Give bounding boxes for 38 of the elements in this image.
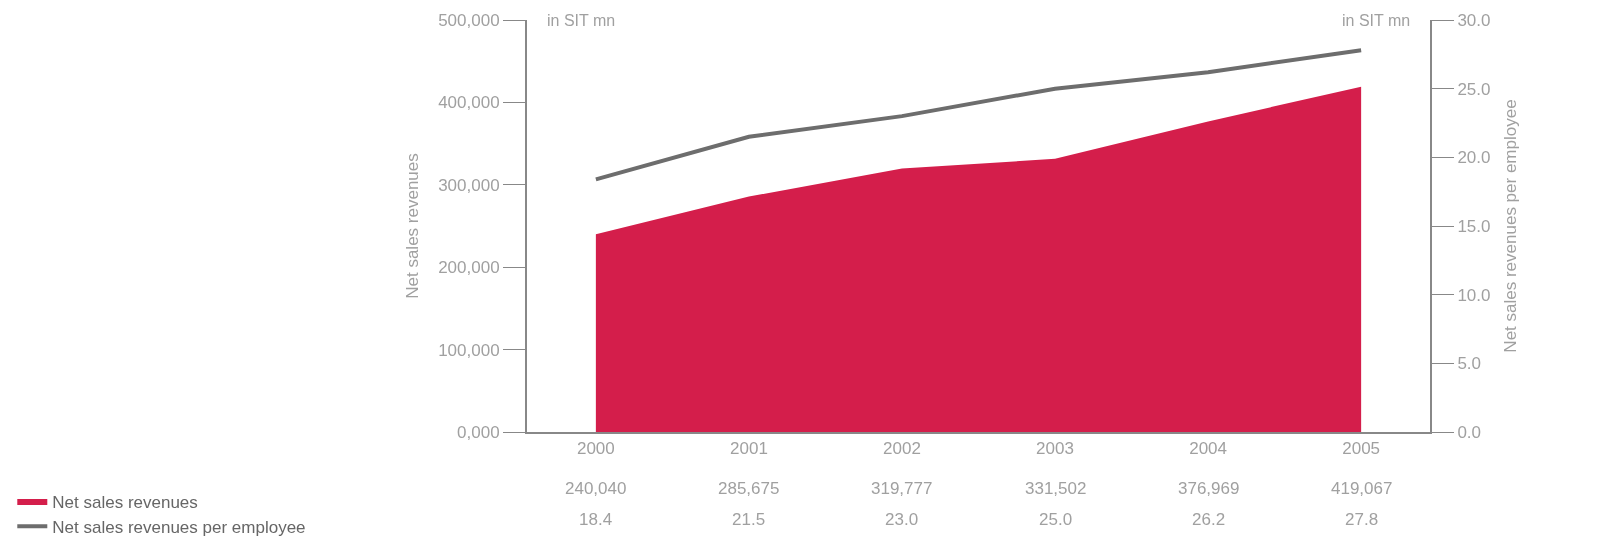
data-label: 331,502 (1025, 479, 1087, 498)
y2-tick-label: 30.0 (1457, 10, 1491, 30)
y2-tick-label: 10.0 (1457, 285, 1491, 305)
data-label: 23.0 (885, 510, 919, 529)
x-tick-label: 2003 (1036, 439, 1074, 459)
data-label: 21.5 (732, 510, 766, 529)
annotation: in SIT mn (547, 12, 616, 29)
y2-tick-label: 25.0 (1457, 79, 1491, 99)
y-tick-label: 0,000 (457, 422, 500, 442)
data-label: 419,067 (1331, 479, 1393, 498)
data-label: 240,040 (565, 479, 627, 498)
y2-tick-label: 5.0 (1457, 354, 1482, 374)
data-label: 285,675 (718, 479, 780, 498)
line-series (593, 48, 1364, 182)
y-tick-label: 300,000 (438, 175, 500, 195)
y-axis-title: Net sales revenues (403, 153, 423, 299)
data-label: 26.2 (1192, 510, 1226, 529)
legend-label: Net sales revenues (52, 492, 198, 512)
x-tick-label: 2002 (883, 439, 921, 459)
y-tick-label: 400,000 (438, 93, 500, 113)
y-tick-label: 500,000 (438, 10, 500, 30)
y2-tick-label: 15.0 (1457, 216, 1491, 236)
y2-tick-label: 0.0 (1457, 422, 1482, 442)
x-tick-label: 2000 (576, 439, 615, 459)
data-label: 376,969 (1178, 479, 1240, 498)
y-tick-label: 200,000 (438, 258, 500, 278)
y2-axis-title: Net sales revenues per employee (1501, 99, 1521, 353)
annotation: in SIT mn (1342, 12, 1411, 29)
y-tick-label: 100,000 (438, 340, 500, 360)
x-tick-label: 2005 (1342, 439, 1381, 459)
data-label: 319,777 (871, 479, 933, 498)
data-label: 25.0 (1039, 510, 1073, 529)
legend-label: Net sales revenues per employee (52, 517, 306, 537)
data-label: 18.4 (579, 510, 613, 529)
y2-tick-label: 20.0 (1457, 148, 1491, 168)
data-label: 27.8 (1345, 510, 1379, 529)
x-tick-label: 2001 (730, 439, 768, 459)
x-tick-label: 2004 (1189, 439, 1227, 459)
